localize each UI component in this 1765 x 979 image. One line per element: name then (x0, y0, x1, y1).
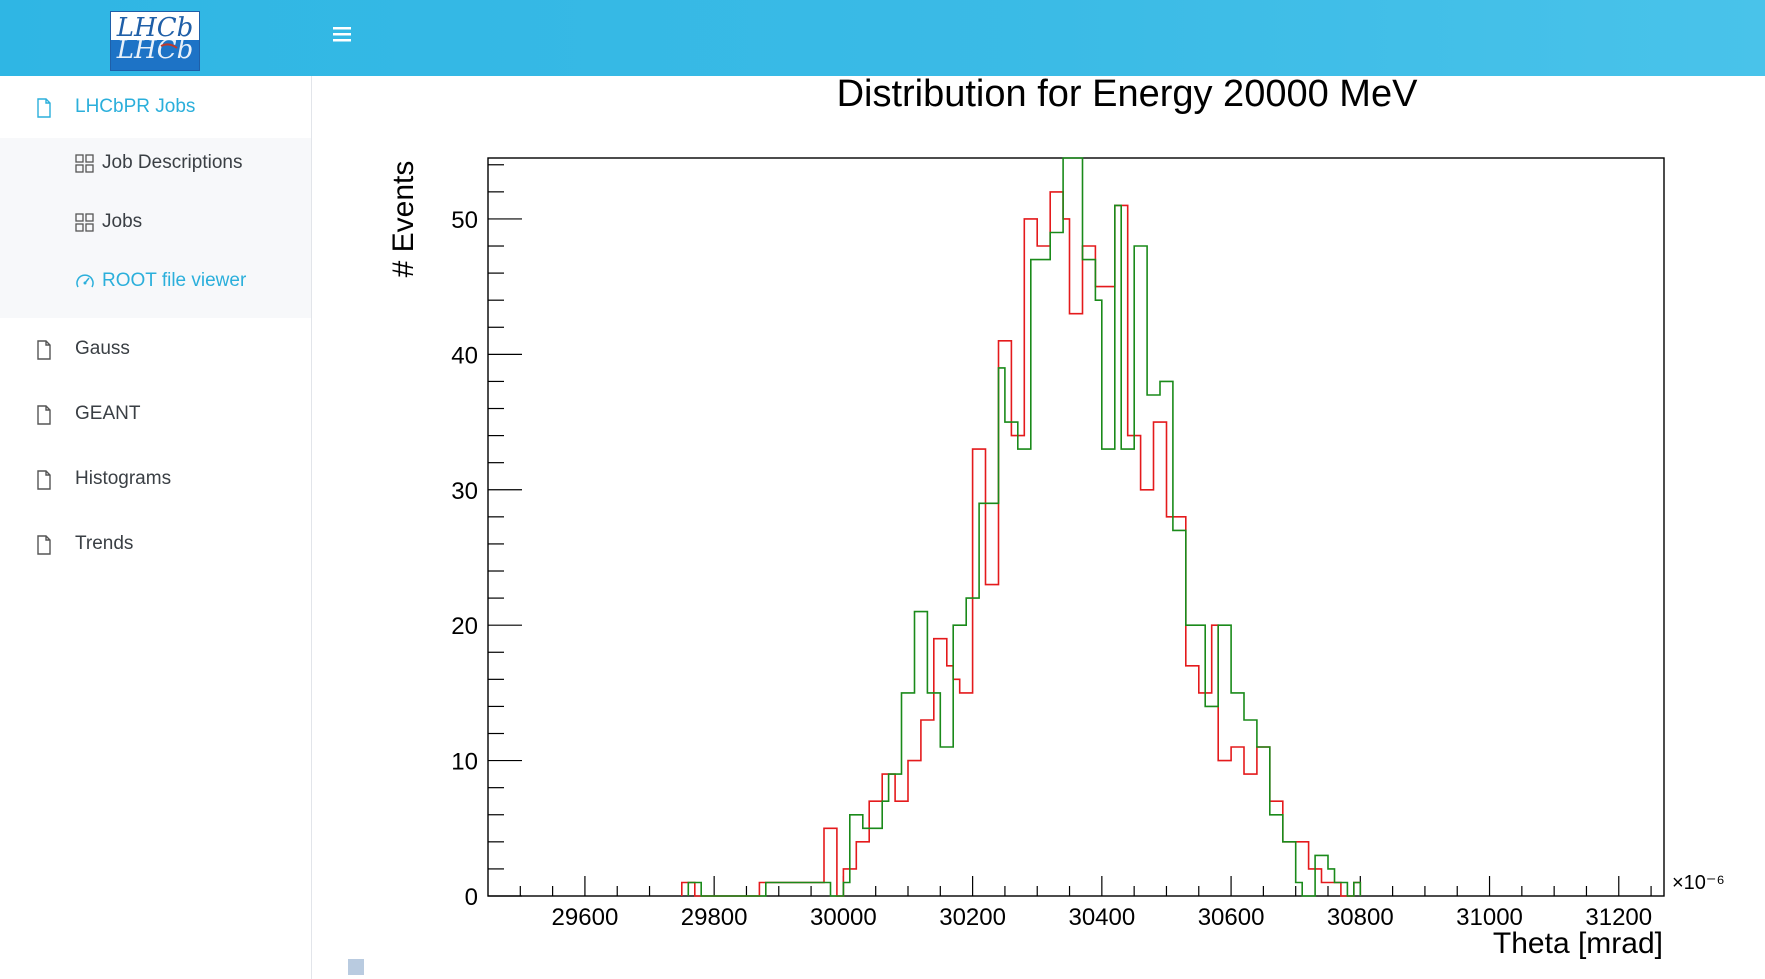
grid-icon (75, 154, 94, 173)
x-tick-label: 30200 (939, 904, 1006, 931)
hamburger-icon[interactable] (330, 25, 354, 49)
x-tick-label: 29600 (552, 904, 619, 931)
chart-title: Distribution for Energy 20000 MeV (837, 76, 1419, 115)
sidebar-item-label: Gauss (75, 338, 130, 359)
sidebar-subitem-label: ROOT file viewer (102, 270, 247, 291)
logo-band (111, 40, 199, 70)
sidebar-item-label: GEANT (75, 403, 141, 424)
y-tick-label: 10 (451, 749, 478, 776)
sidebar-item-label: LHCbPR Jobs (75, 96, 196, 117)
sidebar-subitem-jobs[interactable]: Jobs (0, 203, 311, 243)
sidebar-subitem-label: Jobs (102, 211, 143, 232)
x-tick-label: 29800 (681, 904, 748, 931)
sidebar-subitem-root-file-viewer[interactable]: ROOT file viewer (0, 262, 311, 302)
x-tick-label: 30400 (1068, 904, 1135, 931)
dashboard-icon (76, 274, 94, 288)
sidebar-item-histograms[interactable]: Histograms (0, 460, 311, 500)
main-content: Distribution for Energy 20000 MeV # Even… (312, 76, 1765, 979)
sidebar-item-trends[interactable]: Trends (0, 525, 311, 565)
x-tick-label: 30600 (1198, 904, 1265, 931)
x-axis: 29600 29800 30000 30200 30400 30600 30800 31000… (519, 876, 1652, 931)
file-icon (37, 98, 51, 118)
x-tick-label: 31200 (1585, 904, 1652, 931)
x-tick-label: 30800 (1327, 904, 1394, 931)
sidebar-submenu: Job Descriptions Jobs ROOT file viewer (0, 138, 311, 318)
logo-text: LHCb (116, 13, 194, 43)
y-tick-label: 40 (451, 342, 478, 369)
y-axis-label: # Events (387, 161, 420, 278)
file-icon (37, 405, 51, 425)
file-icon (37, 470, 51, 490)
y-tick-label: 50 (451, 207, 478, 234)
sidebar: LHCbPR Jobs Job Descriptions Jobs (0, 76, 312, 979)
file-icon (37, 535, 51, 555)
sidebar-subitem-job-descriptions[interactable]: Job Descriptions (0, 144, 311, 184)
y-tick-label: 0 (465, 884, 478, 911)
sidebar-item-geant[interactable]: GEANT (0, 395, 311, 435)
sidebar-subitem-label: Job Descriptions (102, 152, 243, 173)
x-tick-label: 31000 (1456, 904, 1523, 931)
series-group (680, 157, 1362, 897)
y-axis: 0 10 20 30 40 50 (451, 164, 522, 911)
sidebar-item-label: Trends (75, 533, 134, 554)
logo-text-reflection: LHCb (116, 35, 194, 65)
lhcb-logo[interactable]: LHCb LHCb (110, 11, 200, 71)
sidebar-item-label: Histograms (75, 468, 172, 489)
sidebar-item-lhcbpr-jobs[interactable]: LHCbPR Jobs (0, 88, 311, 128)
y-tick-label: 20 (451, 613, 478, 640)
sidebar-item-gauss[interactable]: Gauss (0, 330, 311, 370)
x-axis-label: Theta [mrad] (1493, 927, 1663, 960)
top-navbar: LHCb LHCb (0, 0, 1765, 77)
histogram-chart[interactable]: Distribution for Energy 20000 MeV # Even… (312, 76, 1765, 979)
file-icon (37, 340, 51, 360)
logo-swoosh-icon (160, 43, 178, 49)
histogram-series-2 (687, 157, 1362, 897)
resize-handle[interactable] (348, 959, 364, 975)
x-scale-label: ×10⁻⁶ (1672, 872, 1725, 894)
x-tick-label: 30000 (810, 904, 877, 931)
y-tick-label: 30 (451, 478, 478, 505)
grid-icon (75, 213, 94, 232)
